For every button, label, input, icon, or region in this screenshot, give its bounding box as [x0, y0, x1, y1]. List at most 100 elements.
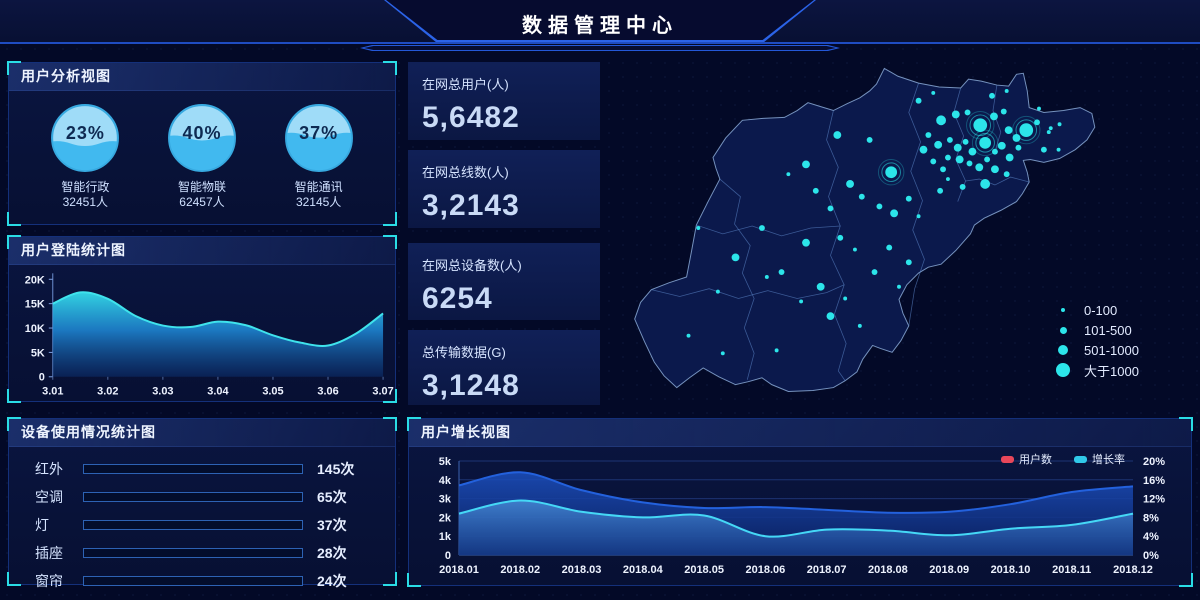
legend-item-用户数[interactable]: 用户数 [1001, 451, 1052, 467]
region-map: 0-100 101-500 501-1000 大于1000 [604, 42, 1194, 414]
stat-card-total-data: 总传输数据(G) 3,1248 [408, 330, 600, 405]
user-analysis-gauges: 23% 智能行政 32451人 40% 智能物联 62457人 37% 智能通讯 32145人 [9, 91, 395, 210]
svg-text:0: 0 [39, 372, 45, 384]
corner-bracket [7, 572, 21, 586]
svg-text:2018.08: 2018.08 [868, 564, 908, 576]
map-legend-dot-icon [1059, 326, 1067, 334]
gauge-percent: 37% [299, 123, 339, 143]
bar-row-灯: 灯 37次 [35, 517, 373, 533]
stat-value: 3,2143 [422, 189, 520, 222]
stat-card-total-users: 在网总用户(人) 5,6482 [408, 62, 600, 140]
page-title: 数据管理中心 [522, 15, 678, 37]
map-legend-label: 501-1000 [1084, 342, 1139, 358]
device-usage-bars: 红外 145次 空调 65次灯 37次插座 28次窗帘 24次 [9, 447, 395, 589]
svg-text:2018.04: 2018.04 [623, 564, 664, 576]
legend-label: 增长率 [1092, 454, 1125, 466]
stat-value: 6254 [422, 282, 493, 315]
title-underline [360, 45, 840, 51]
svg-text:2018.01: 2018.01 [439, 564, 479, 576]
svg-text:3.02: 3.02 [97, 386, 118, 398]
panel-login-stats: 用户登陆统计图 0 5K 10K 15K 20K 3.01 3.02 3.03 3.04 3.05… [7, 235, 397, 403]
map-legend-item: 501-1000 [1056, 340, 1139, 360]
svg-text:20K: 20K [25, 274, 45, 286]
gauge-智能物联: 40% 智能物联 62457人 [147, 103, 257, 210]
corner-bracket [383, 212, 397, 226]
svg-text:8%: 8% [1143, 512, 1159, 524]
svg-text:4%: 4% [1143, 531, 1159, 543]
svg-text:2018.06: 2018.06 [745, 564, 785, 576]
corner-bracket [383, 417, 397, 431]
corner-bracket [7, 235, 21, 249]
panel-user-analysis: 用户分析视图 23% 智能行政 32451人 40% 智能物联 62457人 37% 智能通讯… [7, 61, 397, 226]
map-legend-label: 101-500 [1084, 322, 1132, 338]
bar-label: 红外 [35, 461, 63, 477]
bar-track [83, 576, 303, 586]
bar-row-窗帘: 窗帘 24次 [35, 573, 373, 589]
bar-track [83, 492, 303, 502]
corner-bracket [7, 212, 21, 226]
growth-chart-legend: 用户数 增长率 [1001, 451, 1125, 467]
svg-text:3.03: 3.03 [152, 386, 173, 398]
stat-label: 在网总线数(人) [422, 165, 509, 180]
bar-value: 28次 [317, 545, 347, 561]
stat-card-total-lines: 在网总线数(人) 3,2143 [408, 150, 600, 228]
svg-text:3.01: 3.01 [42, 386, 63, 398]
svg-text:2018.12: 2018.12 [1113, 564, 1153, 576]
stat-value: 3,1248 [422, 369, 520, 402]
bar-label: 灯 [35, 517, 49, 533]
panel-user-growth: 用户增长视图 用户数 增长率 0 0% 1k 4% 2k 8% 3k 12% 4k 16% 5k 20%… [407, 417, 1193, 587]
bar-label: 空调 [35, 489, 63, 505]
bar-row-红外: 红外 145次 [35, 461, 373, 477]
svg-text:3.04: 3.04 [207, 386, 229, 398]
svg-text:10K: 10K [25, 323, 45, 335]
bar-track [83, 464, 303, 474]
corner-bracket [1179, 573, 1193, 587]
legend-marker-icon [1001, 455, 1014, 463]
corner-bracket [407, 573, 421, 587]
svg-text:15K: 15K [25, 299, 45, 311]
growth-area-chart: 0 0% 1k 4% 2k 8% 3k 12% 4k 16% 5k 20% 2018.01 2018.02… [439, 456, 1165, 576]
bar-label: 插座 [35, 545, 63, 561]
svg-text:2018.10: 2018.10 [991, 564, 1031, 576]
svg-text:0: 0 [445, 550, 451, 562]
panel-title-user-growth: 用户增长视图 [409, 419, 1191, 447]
corner-bracket [383, 572, 397, 586]
bar-row-空调: 空调 65次 [35, 489, 373, 505]
map-legend-dot-icon [1056, 363, 1070, 377]
liquid-gauge-icon [284, 104, 353, 172]
svg-text:2018.03: 2018.03 [562, 564, 602, 576]
title-banner [384, 0, 816, 42]
stat-label: 总传输数据(G) [422, 345, 506, 360]
svg-text:2018.02: 2018.02 [500, 564, 540, 576]
stat-label: 在网总用户(人) [422, 77, 509, 92]
map-legend-dot-icon [1058, 345, 1068, 355]
svg-text:20%: 20% [1143, 456, 1165, 468]
liquid-gauge-icon [168, 104, 236, 172]
gauge-label: 智能行政 32451人 [61, 180, 110, 209]
svg-text:12%: 12% [1143, 494, 1165, 506]
header-bar: 数据管理中心 [0, 0, 1200, 44]
svg-text:3.06: 3.06 [317, 386, 338, 398]
corner-bracket [407, 417, 421, 431]
gauge-智能行政: 23% 智能行政 32451人 [30, 103, 140, 210]
legend-item-增长率[interactable]: 增长率 [1074, 451, 1125, 467]
map-legend-item: 0-100 [1056, 300, 1139, 320]
legend-marker-icon [1074, 455, 1087, 463]
svg-text:5k: 5k [439, 456, 452, 468]
svg-text:3.07: 3.07 [372, 386, 393, 398]
bar-value: 37次 [317, 517, 347, 533]
bar-value: 65次 [317, 489, 347, 505]
corner-bracket [7, 61, 21, 75]
svg-text:16%: 16% [1143, 475, 1165, 487]
gauge-label: 智能通讯 32145人 [294, 180, 343, 209]
svg-text:2018.09: 2018.09 [929, 564, 969, 576]
corner-bracket [383, 235, 397, 249]
map-legend-item: 101-500 [1056, 320, 1139, 340]
panel-title-login-stats: 用户登陆统计图 [9, 237, 395, 265]
svg-text:4k: 4k [439, 475, 452, 487]
bar-track [83, 520, 303, 530]
corner-bracket [383, 61, 397, 75]
svg-text:5K: 5K [31, 347, 45, 359]
svg-text:3k: 3k [439, 494, 452, 506]
stat-value: 5,6482 [422, 101, 520, 134]
